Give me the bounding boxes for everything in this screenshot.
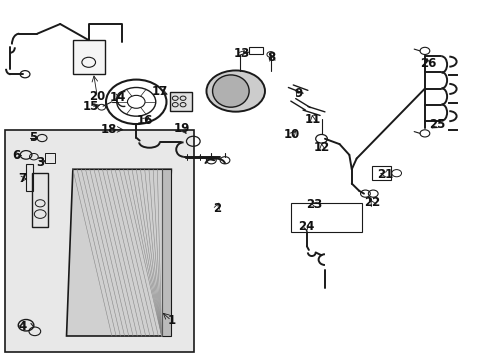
Text: 7: 7: [18, 172, 26, 185]
Text: 8: 8: [267, 51, 275, 64]
Text: 5: 5: [29, 131, 38, 144]
Bar: [73, 40, 104, 74]
Bar: [291, 203, 361, 232]
Bar: [32, 173, 48, 226]
Bar: [26, 164, 33, 191]
Text: 25: 25: [428, 118, 445, 131]
Bar: [249, 46, 263, 54]
Text: 17: 17: [152, 85, 168, 98]
Text: 13: 13: [233, 47, 249, 60]
Text: 3: 3: [37, 156, 44, 169]
Polygon shape: [161, 169, 171, 336]
Text: 4: 4: [18, 320, 26, 333]
Polygon shape: [66, 169, 171, 336]
Ellipse shape: [206, 71, 264, 112]
Text: 12: 12: [313, 141, 329, 154]
Ellipse shape: [212, 75, 248, 107]
Text: 18: 18: [101, 122, 117, 136]
Text: 14: 14: [109, 91, 125, 104]
Text: 22: 22: [364, 196, 380, 209]
Text: 21: 21: [377, 168, 393, 181]
Text: 6: 6: [13, 149, 21, 162]
Text: 19: 19: [174, 122, 190, 135]
Text: 2: 2: [212, 202, 220, 215]
Text: 23: 23: [306, 198, 322, 211]
Bar: [44, 153, 55, 163]
Bar: [371, 166, 390, 180]
Text: 1: 1: [167, 314, 175, 327]
Text: 9: 9: [293, 87, 302, 100]
Text: 16: 16: [136, 114, 152, 127]
Text: 15: 15: [82, 100, 99, 113]
Text: 20: 20: [89, 90, 105, 103]
Text: 26: 26: [419, 57, 435, 70]
Text: 11: 11: [304, 113, 320, 126]
Bar: [170, 92, 191, 111]
Text: 24: 24: [297, 220, 313, 233]
Bar: [4, 130, 193, 352]
Text: 10: 10: [284, 128, 300, 141]
